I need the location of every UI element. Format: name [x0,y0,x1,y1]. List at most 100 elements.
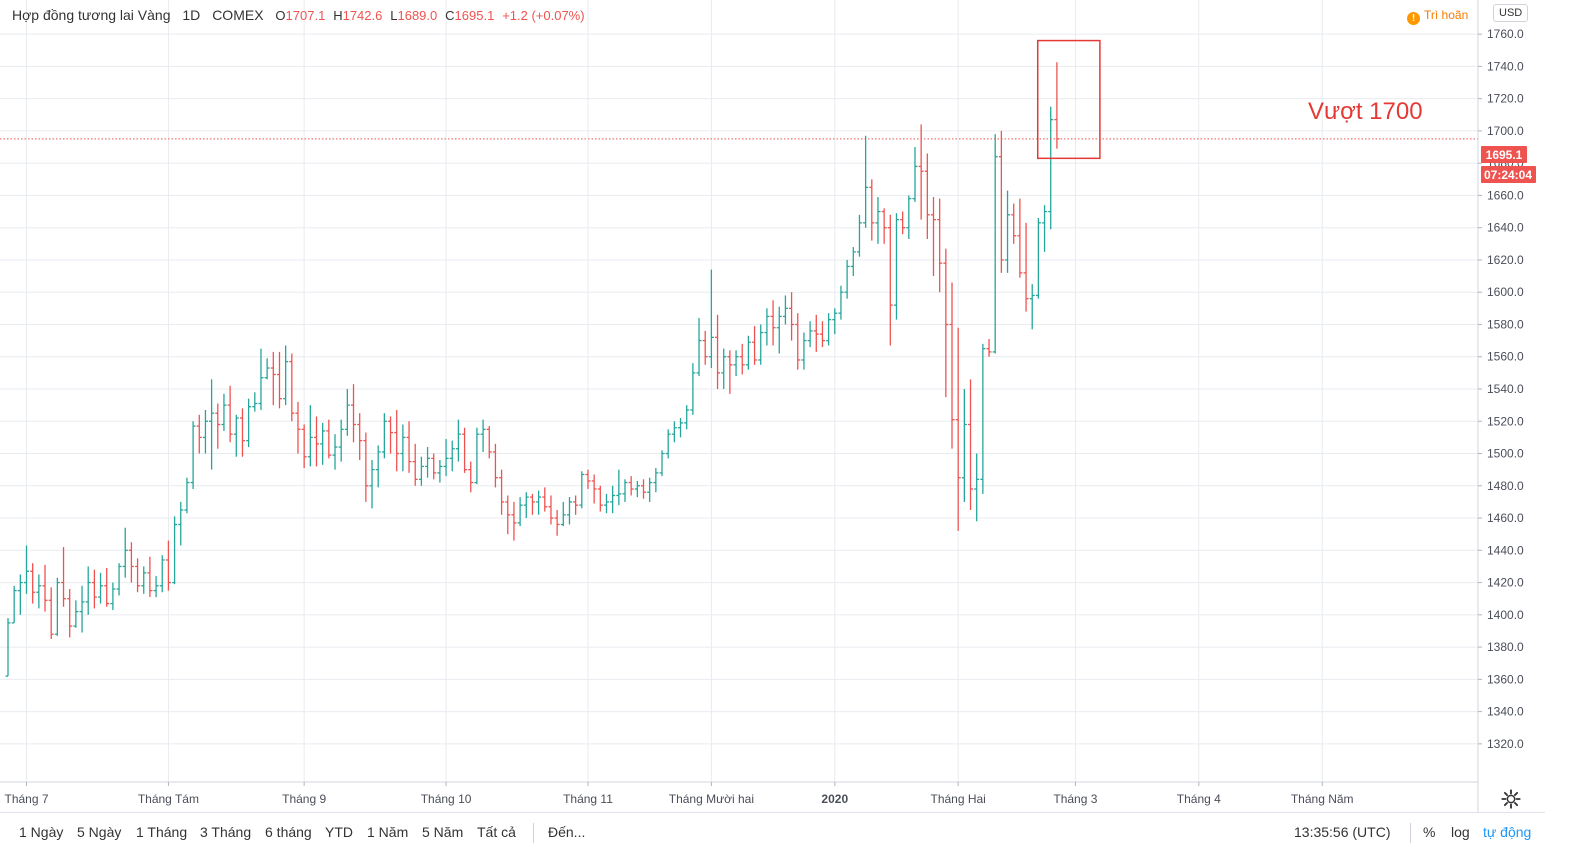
ohlc-bar [116,563,122,596]
ohlc-bar [412,443,418,486]
range-5-days[interactable]: 5 Ngày [77,824,122,840]
annotation-rectangle[interactable] [1036,39,1101,160]
ohlc-bar [548,495,554,525]
ohlc-bar [764,308,770,346]
x-tick-label: 2020 [821,792,848,806]
ohlc-bar [511,501,517,541]
ohlc-bar [480,419,486,452]
warning-icon: ! [1407,12,1420,25]
range-1-year[interactable]: 1 Năm [367,824,409,840]
auto-scale-toggle[interactable]: tự động [1483,824,1532,840]
range-all[interactable]: Tất cả [477,824,516,840]
ohlc-bar [42,564,48,612]
ohlc-bar [782,295,788,325]
ohlc-bar [752,326,758,365]
chart-legend[interactable]: Hợp đồng tương lai Vàng 1D COMEX O1707.1… [12,7,585,23]
ohlc-bar [91,569,97,609]
utc-clock[interactable]: 13:35:56 (UTC) [1294,824,1391,840]
goto-date-button[interactable]: Đến... [548,824,586,840]
ohlc-bar [73,600,79,628]
ohlc-bar [320,422,326,465]
y-tick-label: 1740.0 [1487,59,1524,73]
range-1-day[interactable]: 1 Ngày [19,824,64,840]
ohlc-bar [474,427,480,485]
ohlc-bar [801,332,807,370]
ohlc-bar [931,197,936,277]
ohlc-bar [795,313,801,370]
ohlc-bar [492,443,498,488]
ohlc-bar [326,419,332,459]
ohlc-bar [875,197,881,244]
ohlc-bar [887,214,893,346]
range-ytd[interactable]: YTD [325,824,353,840]
ohlc-bar [523,492,529,519]
ohlc-bar [536,490,542,515]
currency-button[interactable]: USD [1493,4,1529,22]
ohlc-bar [937,198,943,293]
ohlc-bar [357,413,363,460]
ohlc-bar [863,135,869,228]
ohlc-bar [505,495,511,535]
ohlc-bar [135,558,141,593]
y-tick-label: 1720.0 [1487,92,1524,106]
price-axis[interactable]: 1320.0 1340.0 1360.0 1380.0 1400.0 1420.0 1440… [1478,27,1524,751]
ohlc-bar [165,540,171,591]
legend-open: O1707.1 [275,8,326,23]
y-tick-label: 1380.0 [1487,640,1524,654]
ohlc-bar [906,195,912,239]
ohlc-bar [616,469,622,506]
ohlc-bar [881,208,887,244]
ohlc-bar [172,516,178,585]
y-tick-label: 1340.0 [1487,705,1524,719]
ohlc-bar [443,439,449,477]
delayed-status[interactable]: ! Trì hoãn [1407,8,1468,25]
ohlc-bar [678,418,684,438]
ohlc-bar [400,424,406,472]
ohlc-bar [449,440,455,472]
ohlc-bar [67,589,73,638]
ohlc-bar [1054,62,1060,149]
ohlc-bar [30,563,36,604]
y-tick-label: 1480.0 [1487,479,1524,493]
range-5-years[interactable]: 5 Năm [422,824,464,840]
ohlc-bar [869,179,875,241]
ohlc-bar [159,555,165,593]
ohlc-bar [110,582,116,610]
ohlc-bar [566,497,572,525]
log-scale-toggle[interactable]: log [1451,824,1470,840]
delayed-status-text: Trì hoãn [1424,8,1469,22]
ohlc-bar [1042,205,1048,252]
y-tick-label: 1560.0 [1487,350,1524,364]
ohlc-bar [431,453,437,480]
ohlc-bar [289,353,295,422]
annotation-text[interactable]: Vượt 1700 [1308,98,1423,125]
last-price-value: 1695.1 [1486,148,1523,162]
ohlc-bar [690,363,696,415]
last-price-badge: 1695.1 [1481,146,1527,163]
range-6-months[interactable]: 6 tháng [265,824,312,840]
time-axis[interactable]: Tháng 7 Tháng Tám Tháng 9 Tháng 10 Tháng 11 T… [4,782,1354,806]
ohlc-bar [202,409,208,454]
ohlc-bar [455,419,461,462]
ohlc-bar [239,408,245,457]
x-tick-label: Tháng 9 [282,792,326,806]
ohlc-bar [702,330,708,365]
ohlc-bar [893,213,899,320]
ohlc-bar [961,389,967,502]
exchange: COMEX [212,7,264,23]
ohlc-bar [622,479,628,502]
ohlc-bar [758,324,764,365]
ohlc-bar [406,421,412,473]
ohlc-bar [122,527,128,578]
range-1-month[interactable]: 1 Tháng [136,824,188,840]
x-tick-label: Tháng 7 [4,792,48,806]
range-3-months[interactable]: 3 Tháng [200,824,252,840]
ohlc-bar [196,414,202,454]
price-chart[interactable]: 1320.0 1340.0 1360.0 1380.0 1400.0 1420.0 1440… [0,0,1575,812]
percent-scale-toggle[interactable]: % [1423,824,1436,840]
y-tick-label: 1540.0 [1487,382,1524,396]
ohlc-bar [529,493,535,515]
ohlc-bar [332,434,338,470]
y-tick-label: 1520.0 [1487,414,1524,428]
settings-gear-icon[interactable] [1500,788,1522,810]
